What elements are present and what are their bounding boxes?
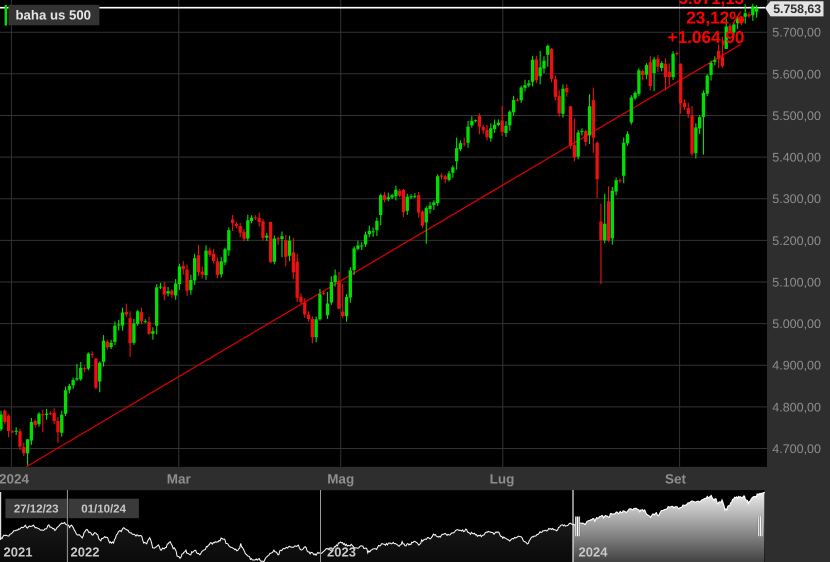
svg-text:5.071,13: 5.071,13 [679, 0, 744, 8]
svg-text:Set: Set [665, 472, 687, 487]
svg-text:Mag: Mag [327, 472, 354, 487]
svg-text:4.700,00: 4.700,00 [772, 442, 821, 456]
svg-text:baha us 500: baha us 500 [16, 8, 92, 23]
svg-text:5.000,00: 5.000,00 [772, 317, 821, 331]
svg-text:5.600,00: 5.600,00 [772, 67, 821, 81]
svg-text:2024: 2024 [579, 545, 609, 560]
svg-text:5.500,00: 5.500,00 [772, 109, 821, 123]
svg-text:2024: 2024 [0, 472, 30, 487]
svg-text:2022: 2022 [71, 545, 100, 560]
svg-text:5.200,00: 5.200,00 [772, 234, 821, 248]
svg-text:+1.064,90: +1.064,90 [668, 27, 745, 47]
svg-text:01/10/24: 01/10/24 [81, 504, 126, 516]
svg-text:5.700,00: 5.700,00 [772, 26, 821, 40]
svg-text:5.400,00: 5.400,00 [772, 151, 821, 165]
svg-text:2023: 2023 [327, 545, 356, 560]
svg-text:2021: 2021 [4, 545, 33, 560]
svg-text:4.900,00: 4.900,00 [772, 359, 821, 373]
svg-text:27/12/23: 27/12/23 [14, 504, 59, 516]
svg-text:5.758,63: 5.758,63 [773, 2, 821, 16]
svg-text:Lug: Lug [490, 472, 515, 487]
svg-text:5.100,00: 5.100,00 [772, 276, 821, 290]
svg-text:23,12%: 23,12% [686, 8, 744, 28]
svg-text:5.300,00: 5.300,00 [772, 192, 821, 206]
svg-text:4.800,00: 4.800,00 [772, 400, 821, 414]
svg-text:Mar: Mar [167, 472, 192, 487]
